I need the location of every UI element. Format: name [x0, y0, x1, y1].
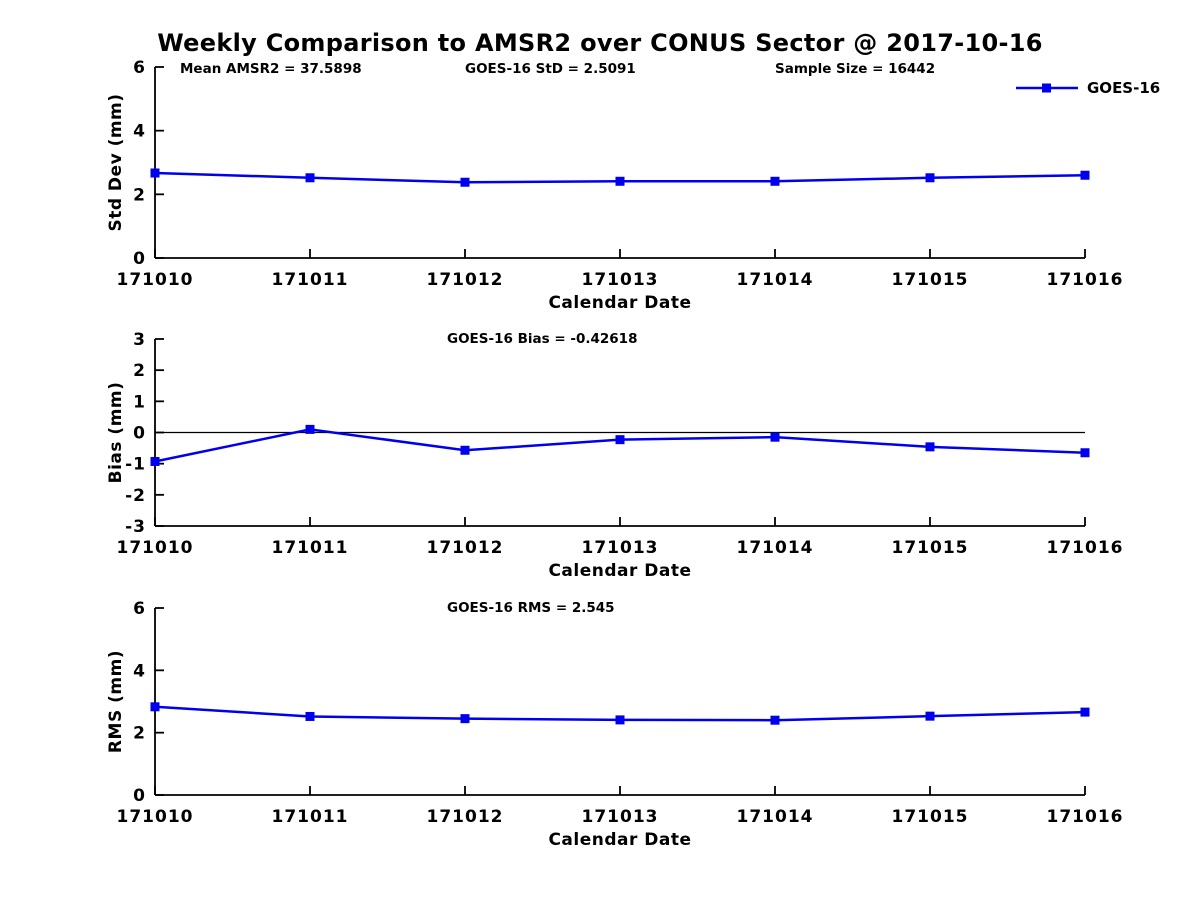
- x-tick-label: 171012: [427, 538, 504, 558]
- x-tick-label: 171015: [892, 538, 969, 558]
- legend-label: GOES-16: [1087, 79, 1161, 97]
- y-tick-label: -3: [125, 517, 146, 537]
- y-tick-label: 2: [133, 185, 146, 205]
- x-tick-label: 171013: [582, 807, 659, 827]
- data-point-marker: [925, 711, 935, 721]
- x-tick-label: 171010: [117, 270, 194, 290]
- x-tick-label: 171013: [582, 538, 659, 558]
- y-tick-label: 4: [133, 661, 146, 681]
- x-tick-label: 171016: [1047, 270, 1124, 290]
- x-tick-label: 171011: [272, 807, 349, 827]
- data-point-marker: [460, 714, 470, 724]
- y-tick-label: -1: [125, 455, 146, 475]
- x-tick-label: 171016: [1047, 538, 1124, 558]
- data-point-marker: [150, 456, 160, 466]
- series-line-goes-16: [154, 428, 1086, 463]
- data-point-marker: [925, 442, 935, 452]
- data-point-marker: [615, 176, 625, 186]
- data-point-marker: [150, 168, 160, 178]
- stat-goes-std: GOES-16 StD = 2.5091: [465, 61, 636, 77]
- data-point-marker: [460, 177, 470, 187]
- data-point-marker: [615, 435, 625, 445]
- stat-mean-amsr2: Mean AMSR2 = 37.5898: [180, 61, 362, 77]
- data-point-marker: [305, 711, 315, 721]
- y-axis-label: RMS (mm): [106, 650, 126, 753]
- y-tick-label: 2: [133, 724, 146, 744]
- x-axis-label: Calendar Date: [548, 293, 691, 313]
- data-point-marker: [770, 176, 780, 186]
- x-tick-label: 171011: [272, 538, 349, 558]
- x-tick-label: 171012: [427, 807, 504, 827]
- data-point-marker: [460, 445, 470, 455]
- x-tick-label: 171014: [737, 270, 814, 290]
- y-axis-label: Bias (mm): [106, 382, 126, 484]
- bias-panel: -3 -2 -1 0 1 2 3 171010 171011 171012 171013 171014…: [106, 330, 1124, 581]
- y-tick-label: 1: [133, 392, 146, 412]
- data-point-marker: [1080, 707, 1090, 717]
- y-tick-label: 2: [133, 361, 146, 381]
- x-tick-label: 171014: [737, 538, 814, 558]
- data-point-marker: [305, 424, 315, 434]
- x-tick-label: 171016: [1047, 807, 1124, 827]
- x-tick-label: 171012: [427, 270, 504, 290]
- y-tick-label: -2: [125, 486, 146, 506]
- x-tick-label: 171015: [892, 270, 969, 290]
- x-axis-label: Calendar Date: [548, 561, 691, 581]
- data-point-marker: [615, 715, 625, 725]
- stat-sample-size: Sample Size = 16442: [775, 61, 936, 77]
- y-tick-label: 0: [133, 249, 146, 269]
- x-tick-label: 171010: [117, 538, 194, 558]
- legend-line-marker-icon: [1016, 83, 1078, 93]
- data-point-marker: [1080, 448, 1090, 458]
- x-axis-label: Calendar Date: [548, 830, 691, 850]
- x-tick-label: 171011: [272, 270, 349, 290]
- y-tick-label: 6: [133, 599, 146, 619]
- y-tick-label: 4: [133, 122, 146, 142]
- x-tick-label: 171013: [582, 270, 659, 290]
- x-tick-label: 171014: [737, 807, 814, 827]
- rms-panel: 0 2 4 6 171010 171011 171012 171013 171014 171015…: [106, 599, 1124, 850]
- y-tick-label: 6: [133, 58, 146, 78]
- x-tick-label: 171015: [892, 807, 969, 827]
- panel-subtitle: GOES-16 Bias = -0.42618: [447, 331, 637, 347]
- x-tick-label: 171010: [117, 807, 194, 827]
- y-tick-label: 3: [133, 330, 146, 350]
- y-tick-label: 0: [133, 786, 146, 806]
- panel-subtitle: GOES-16 RMS = 2.545: [447, 600, 615, 616]
- data-point-marker: [1080, 170, 1090, 180]
- data-point-marker: [305, 173, 315, 183]
- stddev-panel: 0 2 4 6 171010 171011 171012 171013 171014 171015…: [106, 58, 1124, 313]
- data-point-marker: [150, 702, 160, 712]
- data-point-marker: [770, 715, 780, 725]
- data-point-marker: [925, 173, 935, 183]
- y-axis-label: Std Dev (mm): [106, 93, 126, 231]
- data-point-marker: [770, 432, 780, 442]
- legend: GOES-16: [1015, 79, 1160, 97]
- y-tick-label: 0: [133, 424, 146, 444]
- figure-title: Weekly Comparison to AMSR2 over CONUS Se…: [157, 29, 1043, 57]
